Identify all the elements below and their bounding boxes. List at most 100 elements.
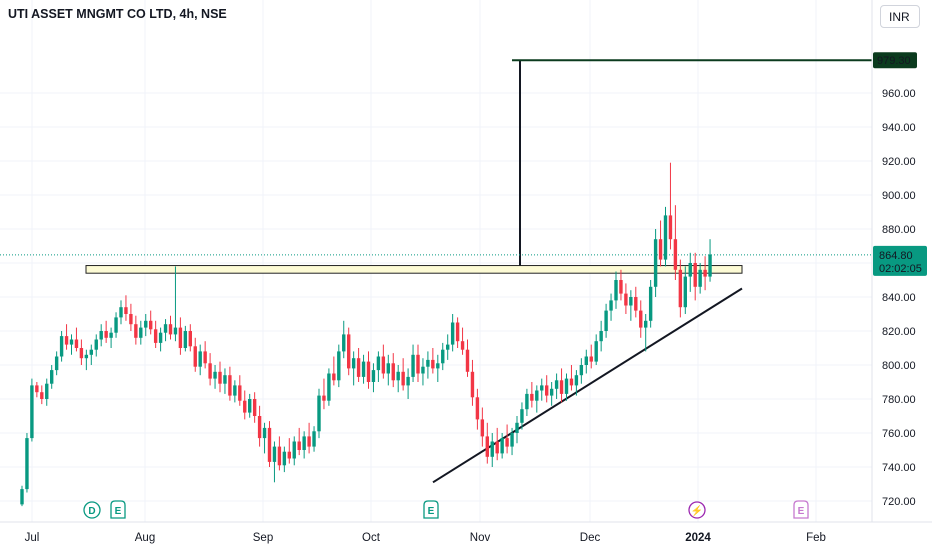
candle xyxy=(198,344,202,376)
candle xyxy=(505,424,509,454)
candle xyxy=(228,366,232,401)
candle-body xyxy=(208,363,212,379)
candle-body xyxy=(45,383,49,399)
event-marker-dividend[interactable]: D xyxy=(83,501,101,519)
price-tick-label: 880.00 xyxy=(882,224,916,236)
candle xyxy=(510,427,514,456)
candle-body xyxy=(535,390,539,401)
candle-body xyxy=(639,310,643,328)
currency-selector[interactable]: INR xyxy=(880,5,920,28)
candle xyxy=(401,358,405,391)
candle xyxy=(327,368,331,406)
candle xyxy=(599,320,603,352)
event-marker-earnings-upcoming[interactable]: E xyxy=(793,500,809,519)
candle-body xyxy=(99,331,103,340)
candle-body xyxy=(485,436,489,457)
candle xyxy=(59,331,64,362)
event-marker-earnings[interactable]: E xyxy=(423,500,439,519)
candle-body xyxy=(307,436,311,447)
price-tick-label: 800.00 xyxy=(882,360,916,372)
candle xyxy=(342,320,346,359)
candle xyxy=(693,252,697,301)
candle xyxy=(658,220,663,267)
candle-body xyxy=(317,395,321,432)
candle xyxy=(465,339,470,377)
candle xyxy=(153,320,158,348)
countdown-text: 02:02:05 xyxy=(879,263,922,275)
candle xyxy=(648,280,653,328)
candle xyxy=(292,436,296,466)
candle xyxy=(361,354,366,384)
candle xyxy=(441,342,445,371)
candle-body xyxy=(673,239,678,270)
candle xyxy=(168,315,173,340)
candle xyxy=(663,206,668,267)
chart-grid xyxy=(0,0,872,522)
candle xyxy=(530,382,534,408)
candle-body xyxy=(688,263,692,277)
price-tick-label: 920.00 xyxy=(882,156,916,168)
candle-body xyxy=(510,433,514,447)
candle-body xyxy=(243,400,247,413)
time-tick-label: 2024 xyxy=(685,532,711,544)
candle xyxy=(604,303,608,338)
candle xyxy=(386,354,390,386)
candle xyxy=(411,344,415,382)
event-marker-split[interactable]: ⚡ xyxy=(688,501,706,519)
chart-title: UTI ASSET MNGMT CO LTD, 4h, NSE xyxy=(8,7,227,21)
candle xyxy=(134,315,138,345)
candle xyxy=(45,378,49,406)
candle-body xyxy=(599,331,603,342)
candle-body xyxy=(248,399,252,413)
candle-body xyxy=(549,388,554,396)
candle xyxy=(257,405,262,447)
candle xyxy=(653,229,658,297)
candle-body xyxy=(158,332,163,343)
candle xyxy=(178,317,183,355)
candle xyxy=(282,446,287,473)
candle xyxy=(594,334,598,365)
time-tick-label: Nov xyxy=(470,532,491,544)
candle-body xyxy=(698,269,702,287)
candle xyxy=(139,320,143,345)
candle xyxy=(252,392,257,423)
candle xyxy=(426,351,430,379)
candle-body xyxy=(525,393,529,410)
candle xyxy=(262,422,267,454)
candle xyxy=(589,344,593,369)
candle xyxy=(272,441,277,483)
candle-body xyxy=(119,307,123,318)
candle-body xyxy=(69,339,74,345)
candle xyxy=(545,375,549,403)
candle-body xyxy=(233,385,237,396)
event-letter: E xyxy=(798,506,805,517)
candle-body xyxy=(238,385,242,401)
candle-body xyxy=(218,371,222,384)
candle-body xyxy=(366,361,371,382)
candle xyxy=(371,363,376,393)
candle-body xyxy=(386,363,390,374)
price-tick-label: 760.00 xyxy=(882,428,916,440)
candle-body xyxy=(421,366,425,374)
candle-body xyxy=(460,341,465,350)
candle-body xyxy=(84,354,89,359)
candle-body xyxy=(173,327,178,335)
event-marker-earnings[interactable]: E xyxy=(110,500,126,519)
candle-body xyxy=(584,356,588,365)
candle-body xyxy=(678,269,683,308)
candle-body xyxy=(653,239,658,287)
candle-body xyxy=(644,320,648,328)
candle xyxy=(35,382,39,398)
candle xyxy=(109,327,113,348)
event-letter: E xyxy=(428,506,435,517)
candle xyxy=(312,426,316,452)
candle-body xyxy=(371,370,376,382)
candle-body xyxy=(198,351,202,367)
event-letter: E xyxy=(115,506,122,517)
time-axis: Jul Aug Sep Oct Nov Dec 2024 Feb xyxy=(0,521,932,544)
event-markers: D E E ⚡ E xyxy=(83,500,809,519)
candle-body xyxy=(188,331,192,347)
candle-body xyxy=(455,322,460,342)
